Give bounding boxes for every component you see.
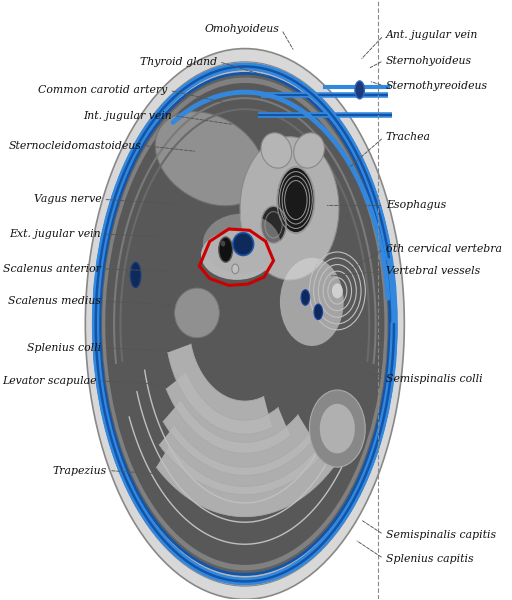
Text: Omohyoideus: Omohyoideus [204,25,280,34]
Text: Trachea: Trachea [386,132,431,142]
Ellipse shape [240,137,339,280]
Ellipse shape [201,230,273,280]
Ellipse shape [93,62,397,586]
Ellipse shape [301,290,310,305]
Ellipse shape [314,304,323,320]
Ellipse shape [294,133,325,168]
Polygon shape [168,344,272,434]
Ellipse shape [355,81,365,99]
Ellipse shape [86,49,404,599]
Ellipse shape [278,167,314,233]
Text: Vertebral vessels: Vertebral vessels [386,266,480,276]
Ellipse shape [155,112,264,206]
Ellipse shape [131,262,141,287]
Ellipse shape [309,390,365,467]
Ellipse shape [261,133,292,168]
Text: Ext. jugular vein: Ext. jugular vein [10,229,101,239]
Text: Scalenus medius: Scalenus medius [8,296,101,306]
Text: Sternohyoideus: Sternohyoideus [386,56,472,65]
Text: Vagus nerve: Vagus nerve [34,194,101,205]
Ellipse shape [221,241,225,247]
Text: Thyroid gland: Thyroid gland [140,57,217,67]
Ellipse shape [175,288,219,338]
Ellipse shape [100,73,390,575]
Text: Sternothyreoideus: Sternothyreoideus [386,80,488,91]
Ellipse shape [320,404,355,454]
Polygon shape [159,420,335,494]
Ellipse shape [203,214,281,274]
Ellipse shape [280,258,344,346]
Text: Splenius capitis: Splenius capitis [386,554,474,563]
Text: Scalenus anterior: Scalenus anterior [4,264,101,274]
Text: Int. jugular vein: Int. jugular vein [83,110,172,121]
Polygon shape [156,424,349,517]
Text: Trapezius: Trapezius [53,466,107,476]
Ellipse shape [261,206,286,244]
Text: Esophagus: Esophagus [386,200,446,211]
Text: Ant. jugular vein: Ant. jugular vein [386,31,478,40]
Text: Levator scapulae: Levator scapulae [3,376,97,386]
Text: Semispinalis capitis: Semispinalis capitis [386,530,496,539]
Ellipse shape [332,283,343,298]
Text: 6th cervical vertebra: 6th cervical vertebra [386,244,502,254]
Text: Common carotid artery: Common carotid artery [38,85,167,95]
Ellipse shape [233,233,253,256]
Ellipse shape [102,77,388,571]
Polygon shape [166,372,290,454]
Ellipse shape [105,83,385,565]
Text: Sternocleidomastoideus: Sternocleidomastoideus [9,140,141,151]
Text: Semispinalis colli: Semispinalis colli [386,374,482,384]
Ellipse shape [232,264,239,274]
Polygon shape [163,400,313,475]
Ellipse shape [219,237,232,262]
Text: Splenius colli: Splenius colli [27,343,101,353]
